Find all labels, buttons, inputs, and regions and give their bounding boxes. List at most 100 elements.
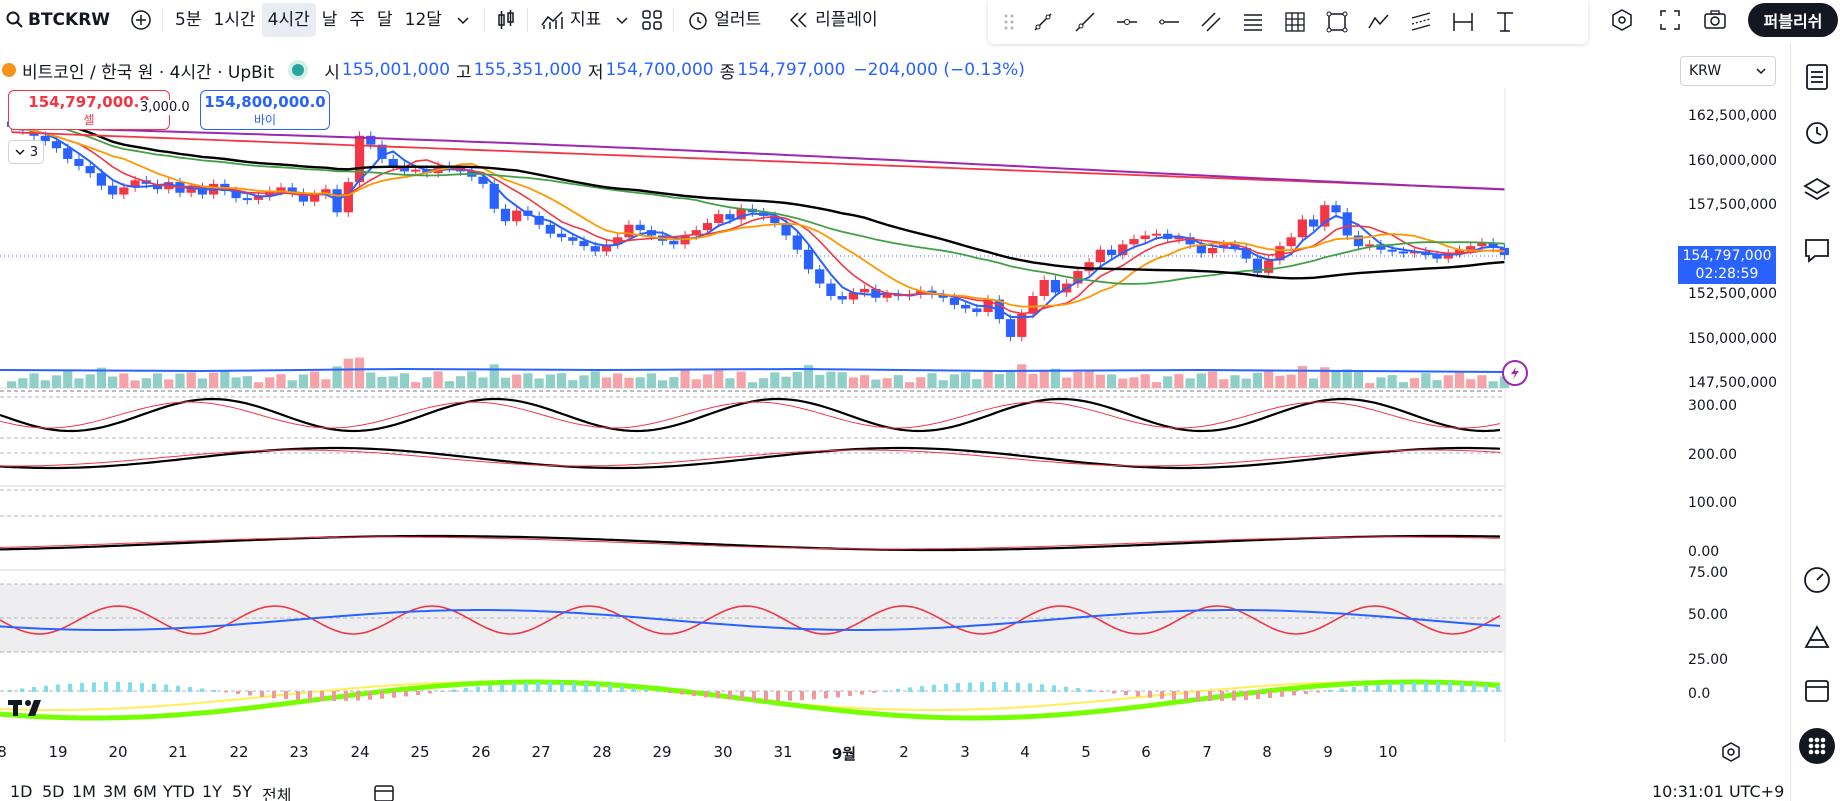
candle-body: [826, 283, 836, 296]
regression-tool[interactable]: [1400, 7, 1442, 37]
chart-type-button[interactable]: [491, 5, 521, 35]
fullscreen-button[interactable]: [1655, 5, 1685, 35]
alarm-clock-icon[interactable]: [1801, 116, 1833, 148]
apps-grid-icon[interactable]: [1799, 728, 1835, 764]
pine-editor-icon[interactable]: [1801, 622, 1833, 654]
time-tick: 28: [592, 743, 612, 761]
interval-button[interactable]: 1시간: [213, 10, 256, 30]
snapshot-button[interactable]: [1700, 5, 1730, 35]
low-key: 저: [587, 62, 604, 83]
clock[interactable]: 10:31:01 UTC+9: [1652, 782, 1785, 801]
range-button[interactable]: 3M: [103, 782, 127, 801]
settings-button[interactable]: [1607, 5, 1637, 35]
fib-retracement-tool[interactable]: [1232, 7, 1274, 37]
range-button[interactable]: 5D: [42, 782, 65, 801]
interval-button[interactable]: 12달: [404, 10, 442, 30]
horizontal-ray-tool[interactable]: [1106, 7, 1148, 37]
indicators-button[interactable]: 지표: [534, 3, 607, 37]
text-tool[interactable]: [1484, 7, 1526, 37]
alert-button[interactable]: 얼러트: [680, 3, 767, 37]
symbol-search-button[interactable]: BTCKRW: [0, 3, 116, 37]
candle-body: [1365, 244, 1375, 247]
trend-line-tool[interactable]: [1022, 7, 1064, 37]
volume-bar: [1129, 377, 1139, 388]
macd-histogram-bar: [296, 691, 300, 700]
time-tick: 23: [289, 743, 309, 761]
market-status-icon[interactable]: [292, 64, 305, 76]
interval-button[interactable]: 주: [349, 10, 366, 30]
high-value: 155,351,000: [473, 60, 582, 80]
range-button[interactable]: 6M: [133, 782, 157, 801]
buy-button[interactable]: 154,800,000.0 바이: [200, 90, 330, 130]
interval-dropdown-button[interactable]: [448, 5, 478, 35]
volume-bar: [1039, 370, 1049, 388]
candle-body: [197, 187, 208, 195]
calendar-icon[interactable]: [372, 782, 396, 801]
range-button[interactable]: 전체: [262, 786, 292, 801]
price-tick: 157,500,000: [1688, 197, 1778, 213]
gann-grid-tool[interactable]: [1274, 7, 1316, 37]
macd-histogram-bar: [1208, 691, 1212, 701]
volume-bar: [613, 373, 623, 388]
volume-bar: [848, 377, 859, 388]
volume-bar: [186, 372, 196, 388]
legend-collapse-button[interactable]: 3: [8, 140, 44, 164]
candle-body: [1151, 233, 1162, 236]
interval-button[interactable]: 5분: [175, 10, 202, 30]
parallel-channel-tool[interactable]: [1190, 7, 1232, 37]
volume-bar: [657, 380, 668, 388]
layouts-button[interactable]: [637, 5, 667, 35]
rectangle-tool[interactable]: [1316, 7, 1358, 37]
candle-body: [714, 214, 724, 224]
plus-circle-icon: [131, 10, 151, 30]
candle-body: [601, 244, 612, 252]
volume-bar: [108, 376, 118, 388]
path-tool[interactable]: [1358, 7, 1400, 37]
candle-body: [1017, 313, 1027, 337]
interval-button[interactable]: 4시간: [261, 3, 316, 37]
volume-bar: [1376, 377, 1386, 388]
calendar-events-icon[interactable]: [1801, 674, 1833, 706]
range-button[interactable]: 1Y: [202, 782, 222, 801]
range-button[interactable]: 1M: [72, 782, 96, 801]
gauge-icon[interactable]: [1801, 564, 1833, 596]
bitcoin-icon: [2, 63, 16, 77]
interval-button[interactable]: 날: [321, 10, 338, 30]
drag-handle[interactable]: [996, 7, 1022, 37]
macd-histogram-bar: [212, 689, 216, 692]
macd-histogram-bar: [164, 684, 168, 692]
layers-icon[interactable]: [1801, 174, 1833, 206]
fullscreen-icon: [1660, 10, 1680, 30]
ma-line-black: [11, 109, 1505, 280]
volume-bar: [141, 378, 151, 388]
range-button[interactable]: YTD: [163, 782, 195, 801]
volume-bar: [1106, 374, 1117, 388]
quick-action-button[interactable]: [1502, 360, 1528, 386]
volume-bar: [938, 380, 948, 388]
range-button[interactable]: 1D: [10, 782, 33, 801]
candle-body: [377, 144, 387, 159]
interval-button[interactable]: 달: [377, 10, 393, 30]
chart-title[interactable]: 비트코인 / 한국 원 · 4시간 · UpBit: [22, 62, 275, 83]
chat-icon[interactable]: [1801, 234, 1833, 266]
watchlist-icon[interactable]: [1801, 61, 1833, 93]
currency-select[interactable]: KRW: [1680, 56, 1776, 86]
macd-line: [0, 679, 1501, 721]
indicators-dropdown-button[interactable]: [607, 5, 637, 35]
ray-tool[interactable]: [1064, 7, 1106, 37]
macd-histogram-bar: [440, 690, 444, 692]
horizontal-line-tool[interactable]: [1148, 7, 1190, 37]
publish-button[interactable]: 퍼블리쉬: [1748, 3, 1838, 37]
macd-histogram-bar: [536, 682, 540, 692]
date-range-tool[interactable]: [1442, 7, 1484, 37]
chart-canvas[interactable]: [0, 88, 1790, 780]
candle-body: [500, 208, 511, 222]
candle-body: [1185, 237, 1195, 245]
replay-button[interactable]: 리플레이: [781, 3, 884, 37]
volume-bar: [646, 373, 656, 388]
range-button[interactable]: 5Y: [232, 782, 252, 801]
compare-symbol-button[interactable]: [126, 5, 156, 35]
axis-settings-button[interactable]: [1716, 737, 1746, 767]
stoch-tick: 200.00: [1688, 447, 1737, 463]
volume-bar: [399, 373, 410, 388]
